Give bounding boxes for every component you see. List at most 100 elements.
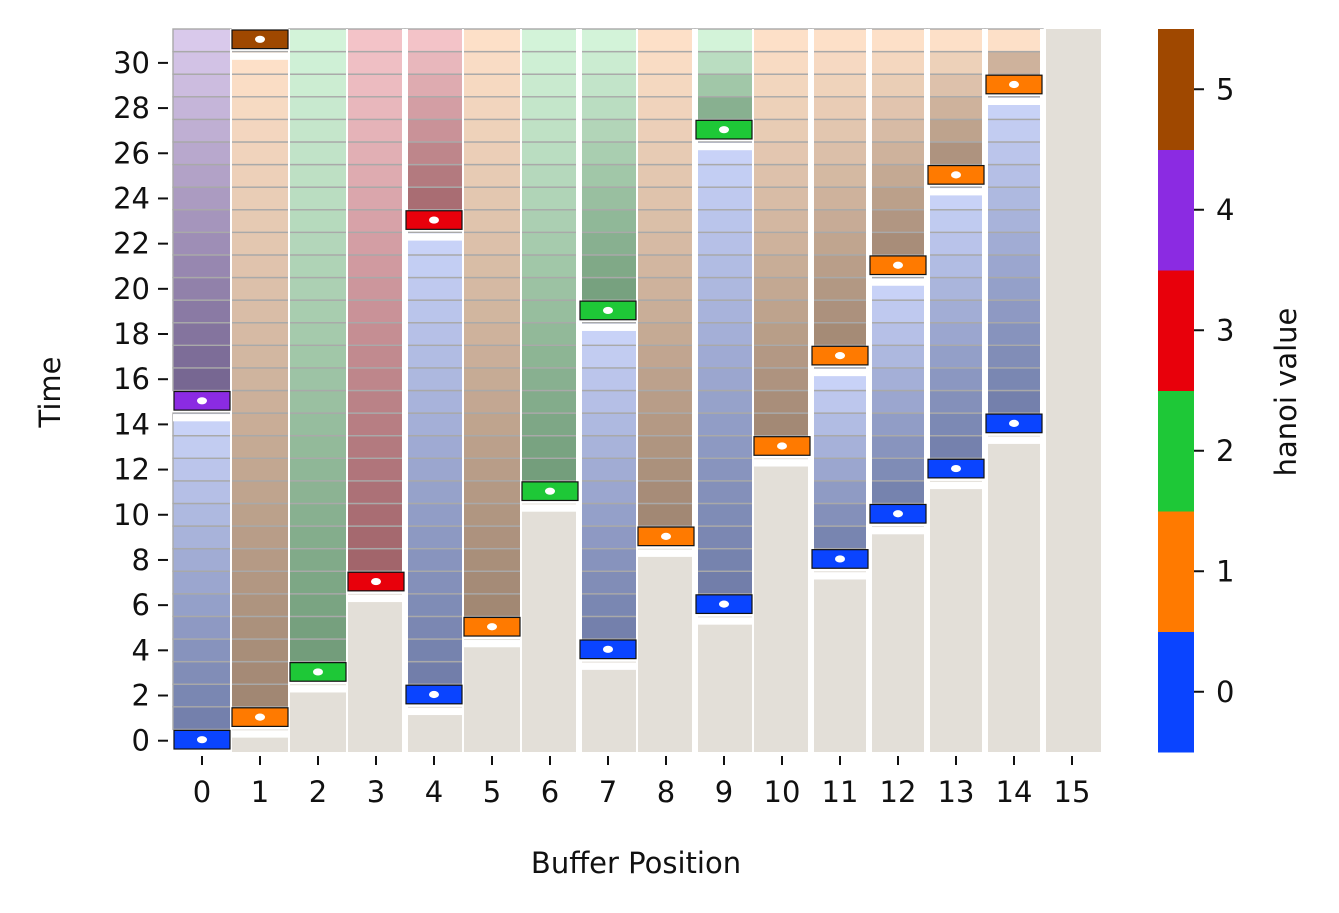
x-tick-label: 12 [880,775,917,809]
state-cell [810,389,870,414]
state-cell [462,96,522,121]
state-cell [868,457,928,482]
state-cell [868,209,928,234]
empty-cell-block [753,458,811,752]
state-cell [462,141,522,166]
column-separator [636,29,638,752]
state-cell [810,231,870,256]
state-cell [230,73,290,98]
state-cell [288,141,348,166]
state-cell [636,322,696,347]
y-tick-label: 16 [113,362,150,396]
state-cell [578,457,638,482]
state-cell [520,434,580,459]
state-cell [810,118,870,143]
state-cell [926,254,986,279]
state-cell [694,525,754,550]
state-cell [868,186,928,211]
empty-cell-block [985,435,1043,752]
state-cell [462,593,522,618]
state-cell [230,118,290,143]
write-event-marker [545,487,555,495]
state-cell [752,344,812,369]
x-tick-label: 4 [425,775,443,809]
state-cell [230,638,290,663]
state-cell [404,50,464,75]
state-cell [636,209,696,234]
state-cell [636,254,696,279]
state-cell [462,457,522,482]
state-cell [984,163,1044,188]
write-gap [927,481,985,490]
state-cell [230,186,290,211]
state-cell [752,73,812,98]
y-tick-label: 14 [113,407,150,441]
colorbar: 0 1 2 3 4 5 [1158,29,1234,753]
state-cell [230,593,290,618]
state-cell [404,186,464,211]
state-cell [404,254,464,279]
state-cell [288,73,348,98]
state-cell [404,525,464,550]
column-separator [288,29,290,752]
state-cell [926,73,986,98]
empty-cell-block [579,661,637,752]
state-cell [752,276,812,301]
state-cell [810,28,870,53]
state-cell [578,344,638,369]
state-cell [288,547,348,572]
state-cell [172,457,232,482]
state-cell [520,28,580,53]
state-cell [230,434,290,459]
x-tick-label: 1 [251,775,269,809]
state-cell [404,480,464,505]
state-cell [868,322,928,347]
state-cell [346,367,406,392]
state-cell [230,276,290,301]
state-cell [636,28,696,53]
write-gap [985,97,1043,106]
write-gap [405,707,463,716]
state-cell [346,434,406,459]
state-cell [926,322,986,347]
state-cell [694,412,754,437]
state-cell [462,50,522,75]
state-cell [404,96,464,121]
state-cell [810,457,870,482]
x-tick-label: 7 [599,775,617,809]
x-tick-label: 3 [367,775,385,809]
write-event-marker [603,645,613,653]
y-tick-label: 6 [132,588,150,622]
colorbar-segment [1158,29,1194,150]
state-cell [984,367,1044,392]
state-cell [288,209,348,234]
state-cell [404,615,464,640]
state-cell [404,344,464,369]
state-cell [404,367,464,392]
state-cell [404,163,464,188]
state-cell [520,322,580,347]
state-cell [636,299,696,324]
state-cell [868,118,928,143]
colorbar-tick-label: 3 [1216,313,1234,347]
state-cell [926,389,986,414]
state-cell [752,50,812,75]
state-cell [172,683,232,708]
column-separator [402,29,408,752]
state-cell [230,525,290,550]
state-cell [578,50,638,75]
state-cell [230,457,290,482]
state-cell [462,322,522,347]
state-cell [230,141,290,166]
state-cell [462,299,522,324]
state-cell [230,480,290,505]
state-cell [230,322,290,347]
state-cell [520,209,580,234]
state-cell [346,389,406,414]
state-cell [752,186,812,211]
write-event-marker [951,171,961,179]
state-cell [810,96,870,121]
state-cell [636,141,696,166]
